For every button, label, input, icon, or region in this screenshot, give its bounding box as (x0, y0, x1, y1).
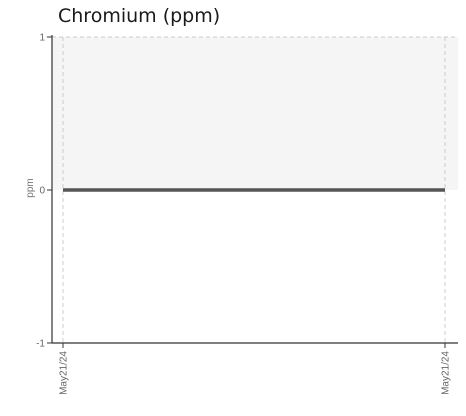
chart-title: Chromium (ppm) (58, 5, 221, 27)
y-axis-label: ppm (25, 178, 36, 197)
x-tick-label: May21/24 (59, 351, 70, 395)
y-tick-label: 0 (39, 186, 45, 197)
x-tick-label: May21/24 (441, 351, 452, 395)
y-tick-label: -1 (36, 339, 45, 350)
y-tick-label: 1 (39, 33, 45, 44)
shaded-band (52, 37, 458, 190)
